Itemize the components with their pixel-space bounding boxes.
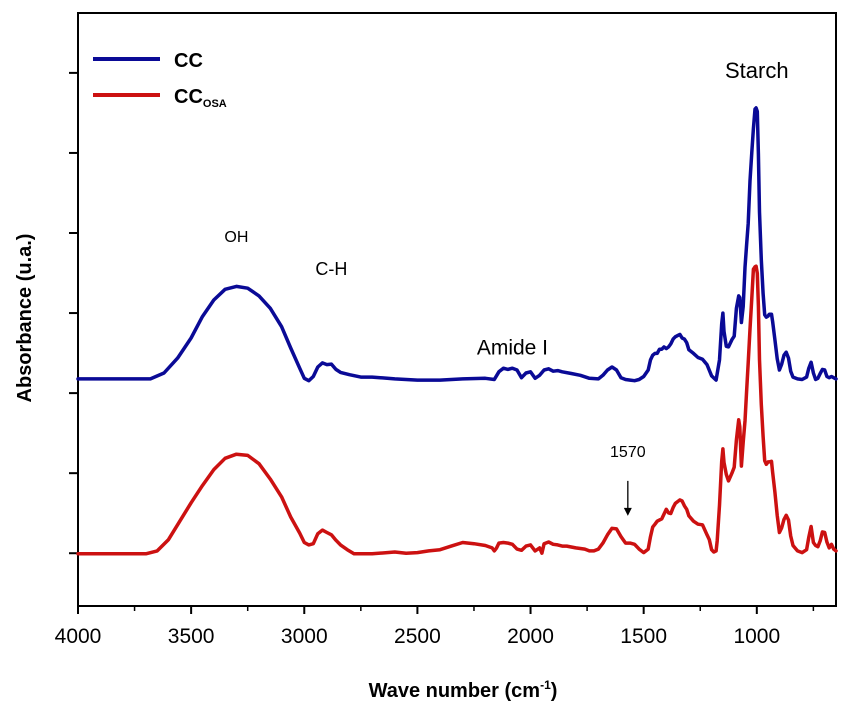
series-layer <box>76 106 838 556</box>
series-line-cc <box>76 106 838 383</box>
x-axis-title: Wave number (cm-1) <box>369 678 558 702</box>
legend-label-cc-osa: CCOSA <box>174 86 227 110</box>
x-axis-title-sup: -1 <box>540 678 551 692</box>
x-tick-label: 3000 <box>281 625 328 648</box>
legend-label-cc-osa-main: CC <box>174 86 203 108</box>
x-axis-title-main: Wave number (cm <box>369 680 541 702</box>
y-axis-title: Absorbance (u.a.) <box>14 234 36 403</box>
x-tick-label: 1500 <box>620 625 667 648</box>
legend-label-cc: CC <box>174 50 203 72</box>
series-line-cc-osa <box>76 264 838 556</box>
annotation-layer: Starch OH C-H Amide I 1570 <box>224 58 789 516</box>
annotation-starch: Starch <box>725 58 789 83</box>
arrow-1570-head <box>623 507 632 516</box>
x-tick-label: 2500 <box>394 625 441 648</box>
ticks-layer: 4000 3500 3000 2500 2000 1500 1000 <box>55 71 815 648</box>
annotation-c-h: C-H <box>315 259 347 279</box>
annotation-oh: OH <box>224 229 248 246</box>
x-tick-label: 4000 <box>55 625 102 648</box>
x-tick-label: 3500 <box>168 625 215 648</box>
x-tick-label: 1000 <box>733 625 780 648</box>
annotation-amide-i: Amide I <box>477 337 548 360</box>
legend-label-cc-osa-sub: OSA <box>203 98 227 110</box>
plot-frame <box>77 12 837 607</box>
x-tick-label: 2000 <box>507 625 554 648</box>
x-axis-title-close: ) <box>551 680 558 702</box>
annotation-1570: 1570 <box>610 444 646 461</box>
legend: CC CCOSA <box>93 50 227 110</box>
